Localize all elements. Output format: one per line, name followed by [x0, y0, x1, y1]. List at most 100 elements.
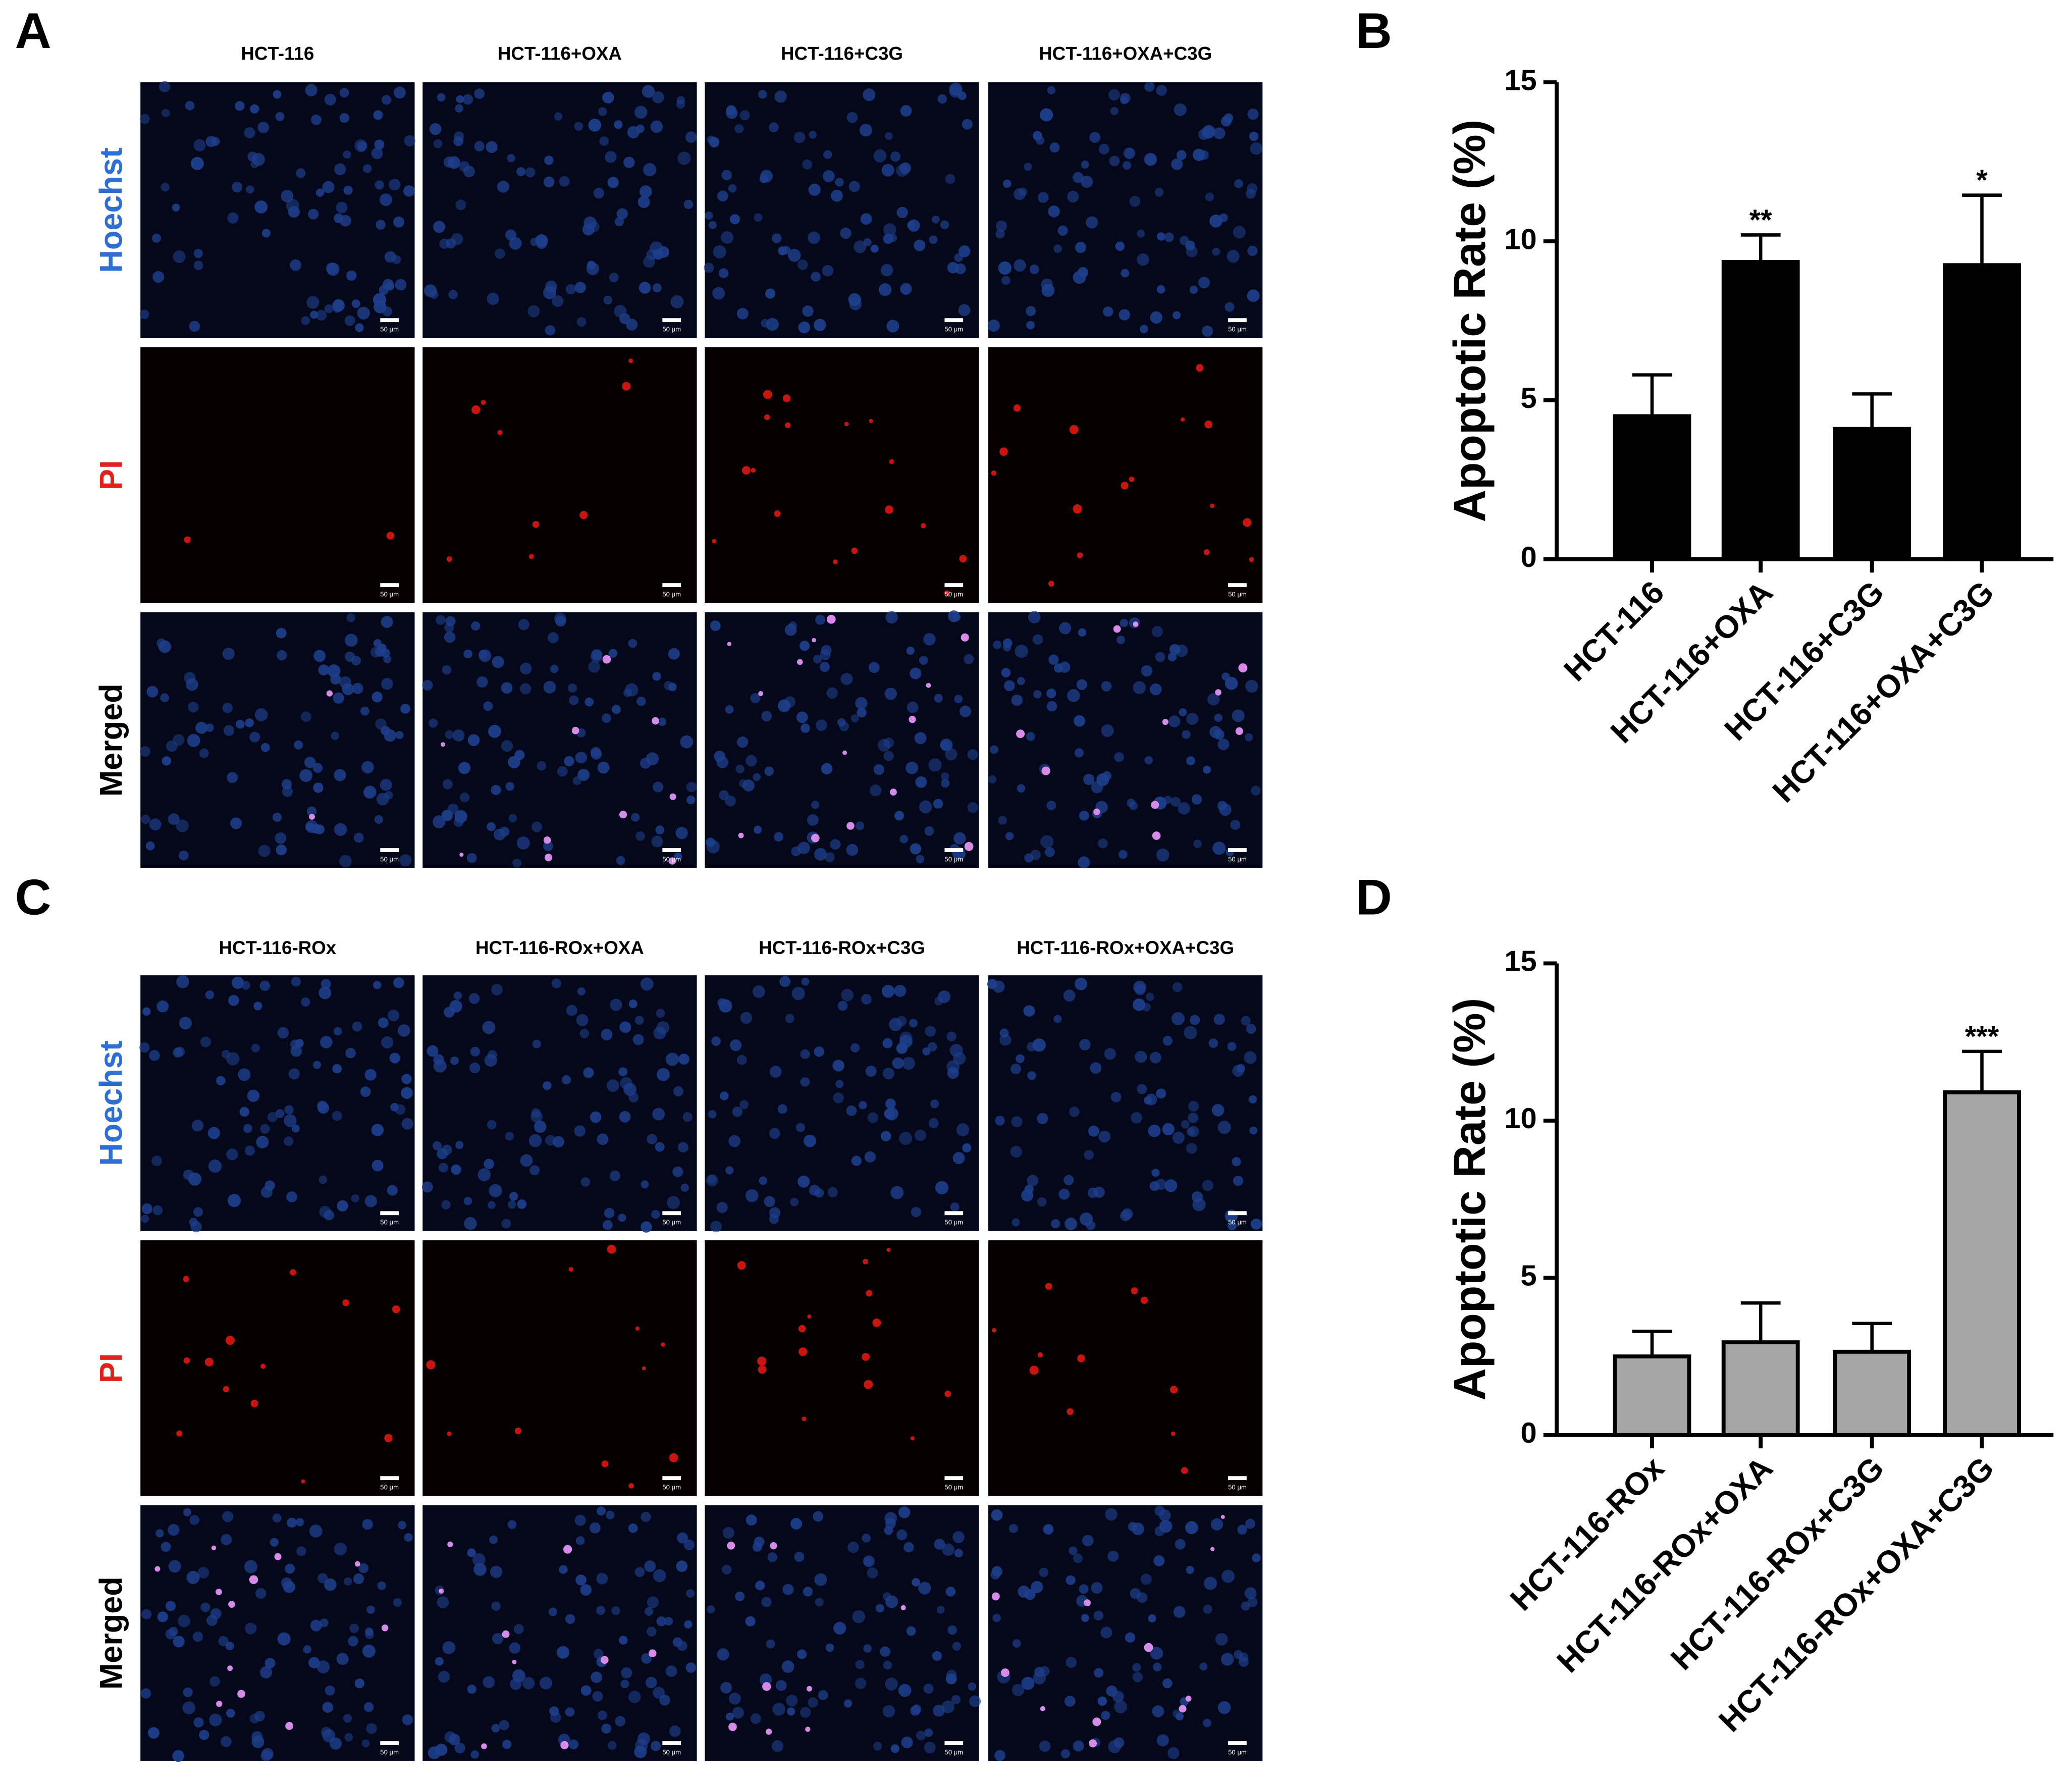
cell [1039, 1740, 1051, 1752]
cell [253, 1002, 262, 1011]
cell [958, 91, 967, 100]
cell [1149, 683, 1162, 696]
cell [152, 271, 165, 283]
cell [952, 1642, 962, 1651]
cell [729, 214, 740, 225]
cell [958, 245, 971, 257]
cell [352, 682, 363, 694]
cell [1120, 1211, 1131, 1222]
cell [880, 264, 893, 277]
cell [404, 1533, 413, 1542]
cell [758, 90, 767, 99]
cell [395, 1104, 406, 1115]
cell [286, 198, 299, 212]
cell [606, 1079, 619, 1092]
cell [376, 793, 389, 806]
cell [782, 1584, 794, 1595]
cell [1131, 1287, 1138, 1295]
cell [1077, 1354, 1085, 1362]
cell [1189, 285, 1198, 294]
cell [787, 1707, 795, 1716]
cell [1119, 309, 1130, 321]
cell [714, 751, 725, 762]
cell [1154, 187, 1164, 197]
cell [628, 1483, 634, 1489]
cell [261, 229, 271, 238]
cell [782, 394, 791, 402]
cell [399, 854, 412, 867]
cell [337, 1200, 348, 1212]
cell [655, 1142, 665, 1152]
cell [256, 1135, 269, 1148]
cell [250, 1399, 258, 1407]
cell [809, 131, 817, 139]
bar [1943, 263, 2021, 561]
cell [754, 213, 763, 222]
cell [601, 1460, 609, 1467]
cell [158, 640, 172, 653]
cell [995, 229, 1005, 239]
scale-bar [662, 1211, 681, 1216]
cell [497, 180, 509, 193]
cell [173, 734, 185, 746]
cell [639, 282, 651, 294]
cell [1238, 663, 1248, 673]
cell [381, 677, 393, 690]
cell [1221, 672, 1230, 681]
cell [996, 220, 1007, 232]
scale-label: 50 μm [380, 855, 399, 863]
cell [251, 1043, 260, 1053]
cell [502, 1740, 512, 1749]
cell [936, 1606, 945, 1614]
cell [596, 1572, 608, 1585]
cell [1133, 998, 1146, 1011]
cell [1233, 1175, 1244, 1186]
cell [706, 1174, 718, 1187]
cell [1051, 1219, 1060, 1229]
cell [716, 1201, 728, 1214]
cell [678, 1054, 689, 1065]
cell [646, 1676, 657, 1689]
scale-bar [944, 318, 964, 323]
cell [1063, 989, 1076, 1002]
row-label: Merged [93, 1576, 129, 1690]
cell [1191, 794, 1202, 805]
cell [1129, 196, 1141, 207]
micrograph [422, 1240, 697, 1496]
cell [543, 1081, 552, 1090]
cell [287, 1517, 297, 1528]
cell [373, 639, 382, 648]
cell [315, 188, 325, 197]
cell [1251, 785, 1261, 796]
cell [597, 1710, 607, 1720]
cell [483, 701, 493, 711]
cell [514, 1428, 521, 1434]
cell [183, 1276, 189, 1283]
cell [1040, 1706, 1045, 1712]
cell [762, 1682, 771, 1691]
x-tick-label: HCT-116-ROx+OXA [1550, 1450, 1779, 1679]
cell [1021, 1189, 1034, 1202]
cell [308, 208, 319, 220]
cell [1149, 1051, 1161, 1064]
cell [815, 1598, 824, 1607]
scale-label: 50 μm [944, 855, 963, 863]
cell [720, 1091, 729, 1100]
cell [336, 1653, 349, 1665]
cell [363, 1702, 374, 1712]
cell [706, 840, 720, 854]
cell [937, 94, 947, 104]
cell [471, 405, 481, 414]
cell [339, 855, 352, 868]
cell [486, 141, 498, 153]
cell [1092, 1717, 1101, 1726]
cell [1250, 142, 1263, 155]
cell [296, 1546, 306, 1556]
cell [611, 705, 621, 714]
cell [987, 320, 1000, 332]
cell [813, 1511, 824, 1522]
cell [658, 717, 667, 726]
cell [769, 122, 779, 132]
cell [1174, 103, 1187, 116]
